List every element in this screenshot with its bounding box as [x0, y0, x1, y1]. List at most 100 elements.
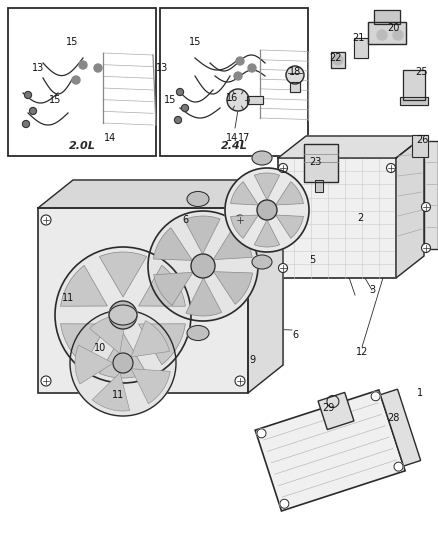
Polygon shape	[396, 136, 424, 278]
Polygon shape	[276, 215, 304, 238]
Text: 23: 23	[309, 157, 321, 167]
Circle shape	[41, 215, 51, 225]
Bar	[278, 158, 396, 278]
Ellipse shape	[252, 151, 272, 165]
Ellipse shape	[187, 326, 209, 341]
Bar	[403, 70, 425, 100]
Bar	[160, 8, 308, 156]
Circle shape	[421, 244, 431, 253]
Circle shape	[25, 92, 32, 99]
Circle shape	[235, 376, 245, 386]
Bar	[255, 390, 405, 511]
Circle shape	[79, 61, 87, 69]
Bar	[412, 135, 428, 157]
Text: 12: 12	[356, 347, 368, 357]
Circle shape	[236, 57, 244, 65]
Bar	[374, 10, 400, 24]
Circle shape	[286, 66, 304, 84]
Text: 17: 17	[238, 133, 250, 143]
Bar	[403, 70, 425, 100]
Circle shape	[70, 310, 176, 416]
Polygon shape	[214, 272, 253, 304]
Text: 2: 2	[357, 213, 363, 223]
Circle shape	[113, 353, 133, 373]
Circle shape	[257, 429, 266, 438]
Bar	[8, 8, 156, 156]
Text: 10: 10	[94, 343, 106, 353]
Ellipse shape	[252, 255, 272, 269]
Circle shape	[22, 120, 29, 127]
Text: 15: 15	[189, 37, 201, 47]
Circle shape	[333, 55, 343, 65]
Ellipse shape	[187, 191, 209, 206]
Circle shape	[257, 200, 277, 220]
Bar	[315, 180, 323, 192]
Circle shape	[280, 499, 289, 508]
Text: 15: 15	[49, 95, 61, 105]
Circle shape	[148, 211, 258, 321]
Polygon shape	[154, 272, 193, 305]
Bar	[290, 82, 300, 92]
Polygon shape	[254, 220, 279, 247]
Bar	[374, 10, 400, 24]
Circle shape	[72, 76, 80, 84]
Circle shape	[191, 254, 215, 278]
Polygon shape	[60, 265, 107, 306]
Polygon shape	[38, 180, 283, 208]
Polygon shape	[99, 333, 147, 378]
Text: 15: 15	[66, 37, 78, 47]
Circle shape	[225, 168, 309, 252]
Circle shape	[41, 376, 51, 386]
Bar	[354, 38, 368, 58]
Text: 6: 6	[182, 215, 188, 225]
Text: 13: 13	[156, 63, 168, 73]
Bar	[73, 180, 283, 365]
Polygon shape	[230, 215, 258, 238]
Bar	[368, 22, 406, 44]
Bar	[354, 38, 368, 58]
Polygon shape	[248, 180, 283, 393]
Text: 16: 16	[226, 93, 238, 103]
Text: 28: 28	[387, 413, 399, 423]
Bar	[412, 135, 428, 157]
Text: 20: 20	[387, 23, 399, 33]
Bar	[368, 22, 406, 44]
Polygon shape	[184, 216, 220, 254]
Bar	[304, 144, 338, 182]
Text: 1: 1	[417, 388, 423, 398]
Text: 21: 21	[352, 33, 364, 43]
Text: 9: 9	[249, 355, 255, 365]
Bar	[290, 82, 300, 92]
Bar	[331, 52, 345, 68]
Bar	[247, 96, 263, 104]
Polygon shape	[99, 252, 147, 297]
Bar	[400, 97, 428, 105]
Polygon shape	[90, 315, 126, 353]
Text: 26: 26	[416, 135, 428, 145]
Text: 15: 15	[164, 95, 176, 105]
Circle shape	[279, 164, 287, 173]
Circle shape	[279, 263, 287, 272]
Polygon shape	[186, 278, 222, 316]
Circle shape	[394, 462, 403, 471]
Polygon shape	[138, 265, 185, 306]
Text: 14: 14	[226, 133, 238, 143]
Bar	[318, 392, 354, 430]
Circle shape	[55, 247, 191, 383]
Text: 11: 11	[112, 390, 124, 400]
Polygon shape	[230, 182, 258, 205]
Circle shape	[177, 88, 184, 95]
Circle shape	[386, 164, 396, 173]
Text: 3: 3	[369, 285, 375, 295]
Circle shape	[29, 108, 36, 115]
Polygon shape	[254, 173, 279, 200]
Circle shape	[181, 104, 188, 111]
Text: 6: 6	[292, 330, 298, 340]
Polygon shape	[276, 182, 304, 205]
Circle shape	[421, 203, 431, 212]
Polygon shape	[131, 321, 170, 357]
Polygon shape	[131, 369, 170, 403]
Circle shape	[235, 215, 245, 225]
Polygon shape	[153, 228, 192, 260]
Bar	[400, 97, 428, 105]
